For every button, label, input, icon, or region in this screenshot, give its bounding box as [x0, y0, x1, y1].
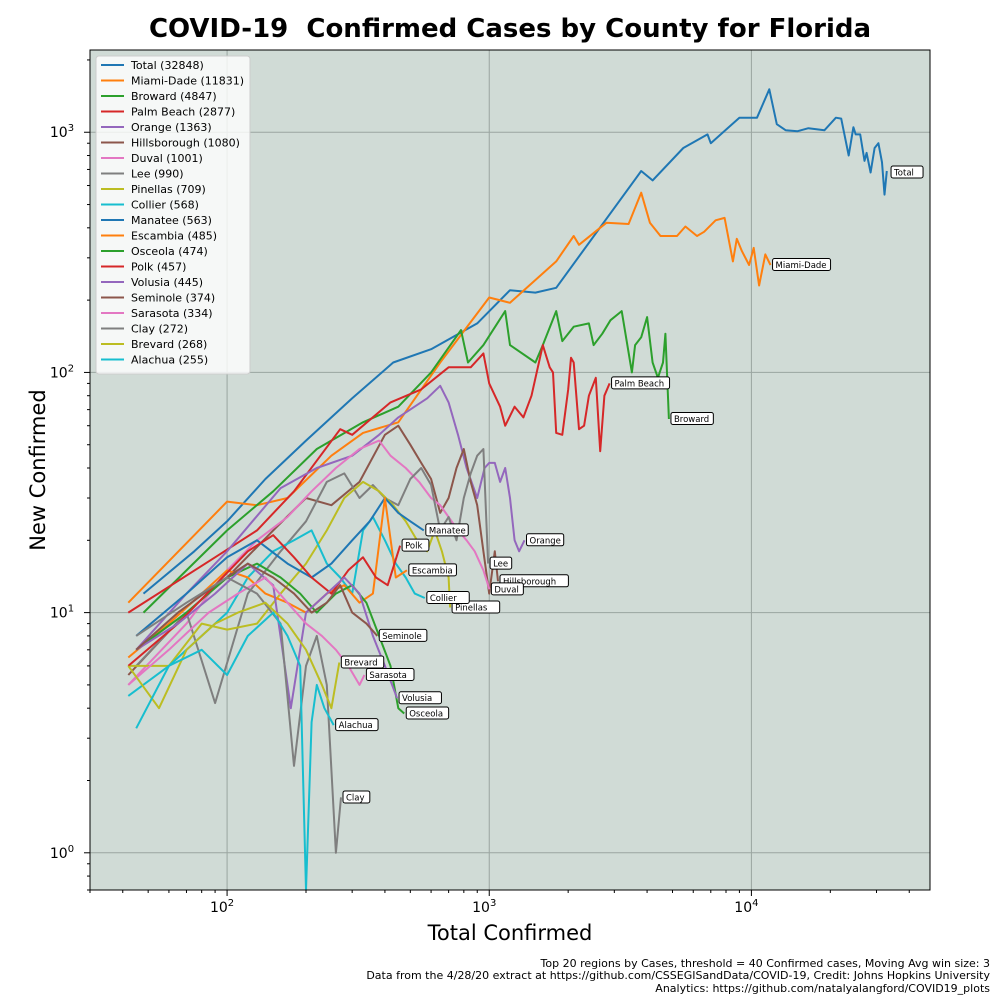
legend-entry: Lee (990): [131, 168, 184, 181]
legend-entry: Seminole (374): [131, 292, 215, 305]
series-label-box: [611, 376, 671, 390]
series-label-box: [425, 523, 469, 537]
series-label: Sarasota: [369, 671, 406, 681]
series-label: Palm Beach: [615, 379, 665, 389]
x-tick-label: 102: [210, 898, 234, 916]
y-tick-exponent: 2: [68, 363, 74, 374]
series-line-broward: [142, 310, 670, 614]
footnote-3: Analytics: https://github.com/natalyalan…: [655, 982, 990, 995]
series-label-box: [426, 591, 470, 605]
series-line-miami-dade: [127, 191, 772, 604]
series-label-box: [489, 556, 513, 570]
x-tick-exponent: 2: [228, 898, 234, 909]
series-line-lee: [135, 448, 490, 705]
series-label-box: [365, 667, 415, 681]
x-tick-label: 104: [734, 898, 758, 916]
series-label-box: [342, 790, 371, 804]
legend-entry: Collier (568): [131, 199, 199, 212]
series-label: Orange: [530, 536, 561, 546]
series-label-box: [670, 411, 714, 425]
series-label: Escambia: [412, 566, 453, 576]
series-label-box: [401, 538, 430, 552]
legend-entry: Sarasota (334): [131, 307, 213, 320]
series-line-duval: [127, 439, 491, 686]
y-tick-label: 102: [50, 363, 74, 381]
series-label-box: [378, 628, 428, 642]
series-label: Hillsborough: [503, 577, 556, 587]
legend-entry: Total (32848): [130, 59, 204, 72]
series-label: Lee: [493, 560, 508, 570]
series-label-box: [408, 563, 457, 577]
series-label: Collier: [430, 594, 457, 604]
series-line-palm-beach: [127, 344, 611, 614]
series-label-box: [405, 706, 450, 720]
legend-entry: Clay (272): [131, 323, 188, 336]
y-tick-label: 103: [50, 123, 74, 141]
x-tick-exponent: 4: [752, 898, 758, 909]
legend-entry: Broward (4847): [131, 90, 217, 103]
series-label-box: [335, 718, 379, 732]
series-label: Alachua: [339, 721, 373, 731]
series-label: Miami-Dade: [776, 261, 827, 271]
series-label-box: [772, 258, 832, 272]
legend-entry: Escambia (485): [131, 230, 217, 243]
series-label: Osceola: [409, 710, 443, 720]
series-line-manatee: [135, 497, 425, 637]
series-label: Polk: [405, 542, 422, 552]
series-label: Seminole: [382, 632, 421, 642]
series-line-alachua: [135, 611, 335, 890]
legend-entry: Osceola (474): [131, 245, 208, 258]
legend-entry: Pinellas (709): [131, 183, 206, 196]
y-axis-label: New Confirmed: [26, 389, 50, 551]
y-tick-exponent: 1: [68, 604, 74, 615]
series-label-box: [398, 691, 442, 705]
series-line-clay: [135, 576, 342, 854]
series-line-orange: [135, 384, 526, 651]
series-label: Pinellas: [455, 604, 488, 614]
series-label: Clay: [346, 793, 365, 803]
legend-entry: Hillsborough (1080): [131, 137, 240, 150]
legend-entry: Volusia (445): [131, 276, 203, 289]
x-tick-exponent: 3: [490, 898, 496, 909]
chart-title: COVID-19 Confirmed Cases by County for F…: [148, 14, 872, 44]
series-label-box: [340, 655, 385, 669]
series-label-box: [490, 582, 524, 596]
legend-entry: Palm Beach (2877): [131, 106, 235, 119]
series-line-collier: [127, 516, 426, 697]
series-label-box: [890, 165, 924, 179]
series-group: [127, 88, 888, 890]
legend-entry: Alachua (255): [131, 354, 208, 367]
series-label: Brevard: [344, 658, 377, 668]
y-tick-label: 101: [50, 604, 74, 622]
series-line-brevard: [127, 601, 341, 710]
legend-entry: Manatee (563): [131, 214, 212, 227]
footnote-2: Data from the 4/28/20 extract at https:/…: [366, 969, 990, 982]
legend-entry: Miami-Dade (11831): [131, 75, 244, 88]
legend-entry: Orange (1363): [131, 121, 212, 134]
x-axis-label: Total Confirmed: [427, 921, 593, 945]
y-tick-exponent: 3: [68, 123, 74, 134]
y-tick-exponent: 0: [68, 844, 74, 855]
legend-entry: Polk (457): [131, 261, 186, 274]
series-label: Manatee: [429, 526, 466, 536]
series-label: Broward: [674, 415, 709, 425]
series-line-sarasota: [127, 576, 366, 686]
legend-entry: Brevard (268): [131, 338, 207, 351]
series-label-box: [526, 533, 565, 547]
series-label: Total: [893, 168, 914, 178]
series-label: Duval: [494, 585, 519, 595]
footnote-1: Top 20 regions by Cases, threshold = 40 …: [540, 957, 990, 970]
x-tick-label: 103: [472, 898, 496, 916]
plot-frame: [89, 49, 931, 891]
series-line-total: [142, 88, 888, 595]
legend-entry: Duval (1001): [131, 152, 203, 165]
y-tick-label: 100: [50, 844, 74, 862]
legend-box: [95, 55, 251, 375]
series-line-volusia: [135, 562, 399, 710]
series-label: Volusia: [402, 694, 432, 704]
